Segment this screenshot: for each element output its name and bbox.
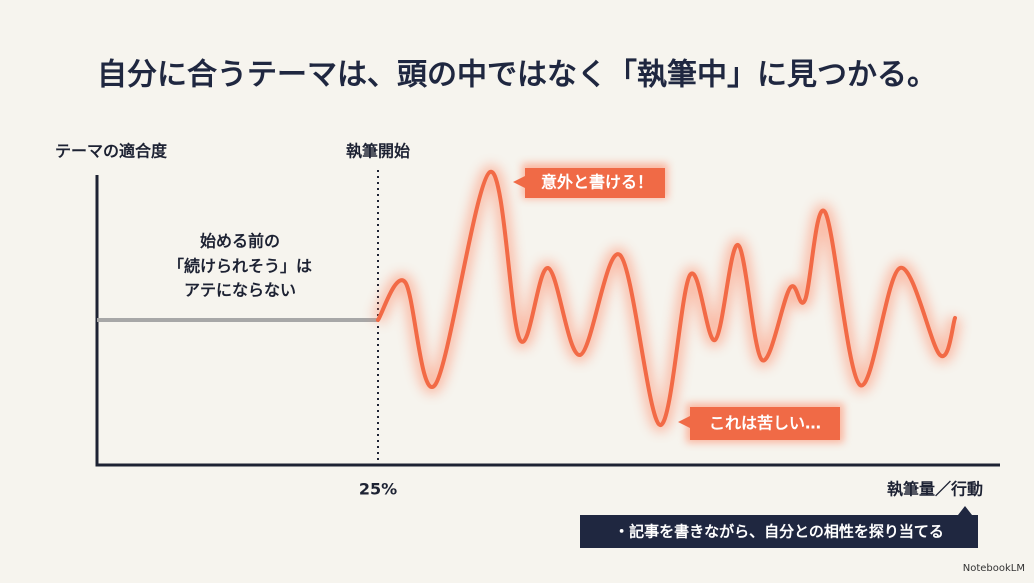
axes — [95, 175, 1000, 467]
note-line: 「続けられそう」は — [168, 257, 312, 276]
note-line: アテにならない — [184, 281, 296, 300]
x-axis-label: 執筆量／行動 — [887, 480, 983, 499]
watermark: NotebookLM — [963, 563, 1025, 574]
footer-text: ・記事を書きながら、自分との相性を探り当てる — [614, 523, 944, 541]
note-line: 始める前の — [200, 232, 280, 251]
callout-text: これは苦しい… — [709, 414, 821, 433]
footer-box — [580, 506, 978, 548]
y-axis-label: テーマの適合度 — [55, 142, 168, 161]
start-position: 25% — [359, 480, 397, 499]
callout-box — [513, 168, 665, 198]
callout-box — [678, 407, 840, 440]
callout-text: 意外と書ける！ — [541, 173, 653, 192]
title: 自分に合うテーマは、頭の中ではなく「執筆中」に見つかる。 — [97, 58, 937, 93]
start-label: 執筆開始 — [346, 142, 410, 161]
wave — [376, 169, 957, 428]
